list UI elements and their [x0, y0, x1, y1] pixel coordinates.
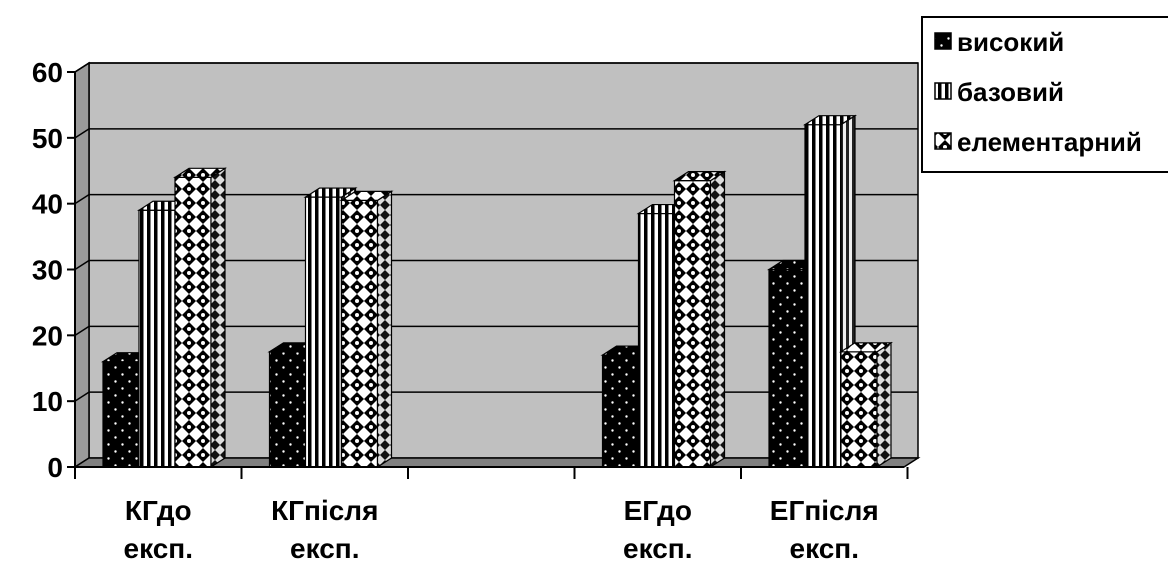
bar	[672, 170, 727, 469]
y-tick-label: 10	[32, 386, 63, 417]
x-category-label: експ.	[290, 533, 359, 562]
legend-label: базовий	[957, 77, 1064, 107]
bar-top	[672, 171, 727, 182]
bar-front	[601, 354, 640, 468]
y-tick-label: 40	[32, 189, 63, 220]
y-tick-label: 20	[32, 320, 63, 351]
x-category-label: КГдо	[125, 495, 192, 526]
legend-swatch	[934, 82, 952, 100]
y-tick-label: 30	[32, 255, 63, 286]
x-category-label: експ.	[790, 533, 859, 562]
legend-box	[921, 16, 1168, 173]
bar-front	[340, 199, 379, 468]
x-category-label: експ.	[124, 533, 193, 562]
bar	[339, 190, 394, 469]
bar-front	[673, 180, 712, 468]
x-category-label: експ.	[623, 533, 692, 562]
bars	[100, 114, 894, 469]
bar-side	[210, 167, 226, 469]
legend-label: елементарний	[957, 127, 1142, 157]
gridline-depth	[74, 62, 90, 73]
x-category-label: ЕГпісля	[770, 495, 879, 526]
legend-swatch	[934, 132, 952, 150]
y-tick-label: 0	[47, 452, 63, 483]
bar-front	[138, 209, 176, 468]
gridline-depth	[74, 194, 90, 205]
gridline-depth	[74, 259, 90, 271]
legend: високий базовий елементарний	[921, 16, 1168, 173]
bar-top	[339, 190, 394, 201]
bar	[838, 341, 894, 469]
bar-side	[376, 190, 393, 469]
bar-top	[802, 115, 858, 126]
bar-front	[304, 196, 343, 468]
bar-front	[768, 268, 806, 468]
bar-side	[876, 341, 892, 469]
bar-front	[804, 124, 842, 468]
bar-top	[172, 167, 228, 178]
bar-front	[268, 351, 307, 468]
bar-side	[709, 170, 726, 469]
bar-top	[838, 342, 894, 353]
gridline-depth	[74, 325, 90, 336]
axes: 0 10 20 30 40 50 60 КГдо експ. КГпісля експ. ЕГдо ек…	[32, 57, 909, 562]
bar-front	[174, 176, 212, 468]
y-tick-label: 50	[32, 123, 63, 154]
bar-front	[637, 212, 676, 468]
bar	[172, 167, 228, 469]
y-tick-label: 60	[32, 57, 63, 88]
x-category-label: ЕГдо	[624, 495, 692, 526]
bar-front	[102, 361, 140, 468]
gridline-depth	[74, 128, 90, 139]
legend-label: високий	[957, 27, 1064, 57]
x-category-label: КГпісля	[271, 495, 378, 526]
bar-front	[840, 351, 878, 468]
gridline-depth	[74, 391, 90, 402]
bar-top	[303, 187, 358, 198]
legend-swatch	[934, 32, 952, 50]
